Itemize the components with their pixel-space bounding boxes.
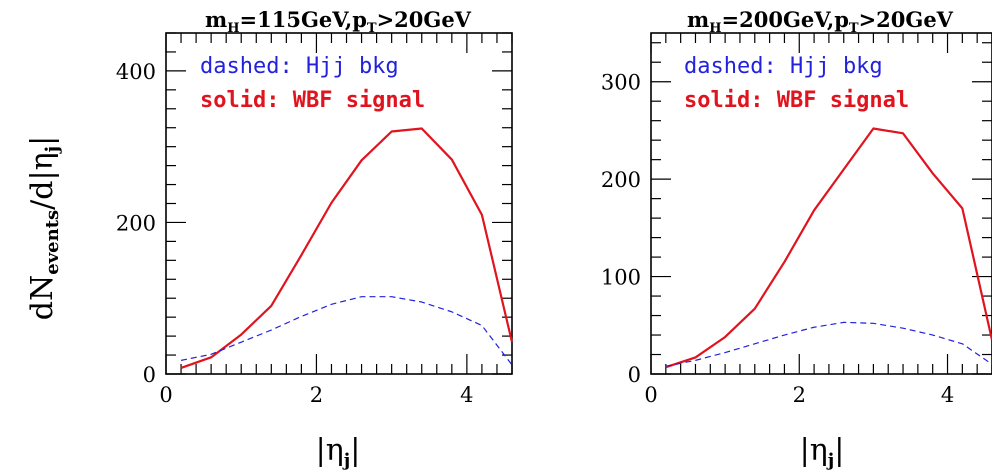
plot-frame — [165, 32, 513, 375]
plot-frame — [650, 32, 992, 375]
shared-y-axis-label: dNevents/d|ηj| — [25, 136, 63, 320]
y-tick-label: 400 — [116, 60, 156, 84]
x-tick-label: 4 — [941, 383, 954, 407]
x-axis-label: |ηj| — [316, 433, 361, 470]
xlabel-main: |η — [316, 433, 344, 468]
ylabel-sub2: j — [42, 146, 63, 155]
x-tick-label: 2 — [793, 383, 806, 407]
title-part: >20GeV — [377, 7, 472, 32]
chart-title: mH=200GeV,pT>20GeV — [687, 7, 954, 36]
y-tick-label: 200 — [601, 168, 641, 192]
legend-background: dashed: Hjj bkg — [200, 54, 399, 79]
title-part: =115GeV,p — [240, 7, 367, 32]
chart-title: mH=115GeV,pT>20GeV — [205, 7, 472, 36]
ylabel-close: | — [25, 136, 60, 146]
legend-background: dashed: Hjj bkg — [684, 54, 883, 79]
title-part: H — [709, 21, 721, 36]
xlabel-close: | — [350, 433, 360, 468]
y-tick-label: 100 — [601, 266, 641, 290]
title-part: m — [687, 7, 709, 32]
y-tick-label: 200 — [116, 211, 156, 235]
x-tick-label: 0 — [159, 383, 172, 407]
title-part: H — [227, 21, 239, 36]
title-part: T — [849, 21, 859, 36]
x-tick-label: 4 — [460, 383, 473, 407]
x-tick-label: 0 — [644, 383, 657, 407]
xlabel-sub: j — [826, 450, 835, 470]
legend-signal: solid: WBF signal — [200, 88, 425, 113]
background-line — [180, 296, 513, 366]
xlabel-main: |η — [800, 433, 828, 468]
title-part: =200GeV,p — [722, 7, 849, 32]
chart-panel-right: 0 2 4 0 100 200 300 mH=200GeV,pT>20GeV dashed: H… — [601, 7, 992, 470]
title-part: >20GeV — [859, 7, 954, 32]
ylabel-sub: events — [42, 210, 63, 275]
signal-line — [665, 127, 992, 369]
title-part: m — [205, 7, 227, 32]
chart-panel-left: 0 2 4 0 200 400 mH=115GeV,pT>20GeV dashed: Hjj … — [116, 7, 514, 470]
title-part: T — [367, 21, 377, 36]
y-tick-label: 0 — [143, 363, 156, 387]
background-line — [665, 321, 992, 367]
y-tick-label: 0 — [628, 363, 641, 387]
ylabel-suffix: /d|η — [25, 152, 60, 209]
legend-signal: solid: WBF signal — [684, 88, 909, 113]
xlabel-close: | — [834, 433, 844, 468]
x-axis-label: |ηj| — [800, 433, 845, 470]
y-tick-label: 300 — [601, 71, 641, 95]
ylabel-main: dN — [25, 275, 60, 320]
signal-line — [180, 127, 514, 369]
x-tick-label: 2 — [310, 383, 323, 407]
xlabel-sub: j — [342, 450, 351, 470]
